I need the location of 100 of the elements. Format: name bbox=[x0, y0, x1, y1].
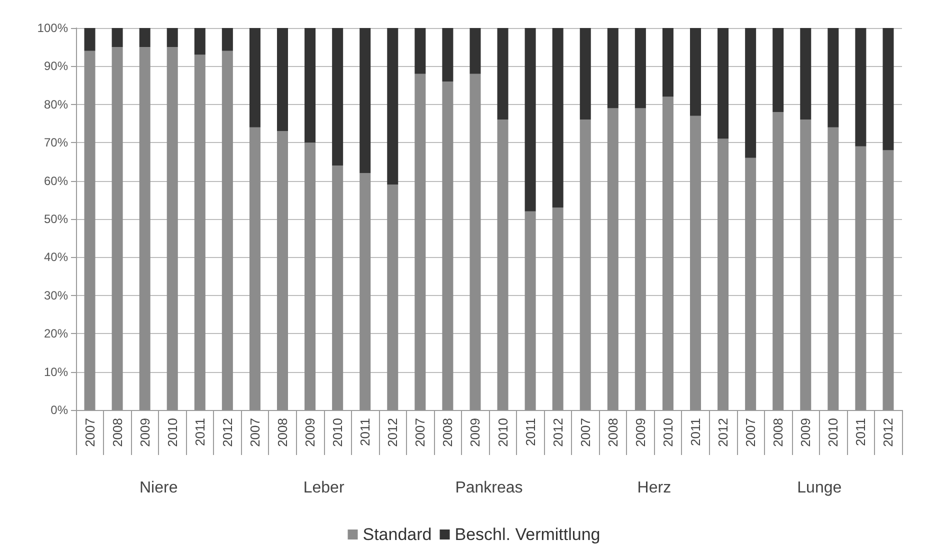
bar bbox=[360, 173, 371, 410]
bar bbox=[634, 108, 646, 410]
bar bbox=[607, 28, 618, 108]
bar bbox=[800, 120, 812, 410]
bar bbox=[249, 28, 260, 128]
x-tick-label: 2007 bbox=[743, 418, 758, 447]
x-tick-label: 2009 bbox=[798, 418, 814, 447]
y-tick-label: 0% bbox=[50, 403, 68, 417]
bar bbox=[84, 28, 96, 51]
bar bbox=[634, 28, 646, 108]
bar bbox=[249, 127, 260, 410]
bar bbox=[414, 74, 426, 410]
legend-label: Standard bbox=[362, 525, 432, 544]
bar bbox=[414, 28, 426, 74]
bar bbox=[524, 28, 536, 212]
bar bbox=[524, 211, 536, 410]
x-tick-label: 2008 bbox=[770, 418, 786, 447]
bar bbox=[304, 142, 316, 410]
x-tick-label: 2012 bbox=[880, 418, 896, 447]
x-tick-label: 2008 bbox=[440, 418, 456, 447]
bar bbox=[828, 28, 839, 128]
text: Leber bbox=[303, 480, 345, 496]
x-tick-label: 2008 bbox=[275, 418, 290, 447]
bar bbox=[470, 28, 481, 74]
text: Niere bbox=[139, 480, 178, 496]
bar bbox=[112, 28, 123, 48]
bar bbox=[772, 28, 784, 112]
bar bbox=[855, 28, 866, 146]
x-tick-label: 2009 bbox=[468, 418, 483, 447]
x-tick-label: 2007 bbox=[412, 418, 428, 447]
x-tick-label: 2010 bbox=[164, 418, 180, 447]
x-tick-label: 2010 bbox=[660, 418, 676, 447]
x-tick-label: 2008 bbox=[110, 418, 125, 447]
bar bbox=[139, 47, 150, 410]
bar bbox=[442, 81, 454, 410]
bar bbox=[332, 166, 344, 410]
y-tick-label: 60% bbox=[44, 174, 68, 188]
bar bbox=[222, 28, 233, 51]
bar bbox=[112, 47, 123, 410]
bar bbox=[497, 28, 508, 120]
x-tick-label: 2008 bbox=[605, 418, 620, 447]
y-tick-label: 80% bbox=[44, 97, 68, 112]
legend-label: Beschl. Vermittlung bbox=[454, 525, 600, 544]
x-tick-label: 2010 bbox=[330, 418, 346, 447]
text: Herz bbox=[637, 480, 672, 496]
bar bbox=[194, 28, 206, 55]
bar bbox=[607, 108, 618, 410]
y-tick-label: 10% bbox=[44, 364, 68, 379]
bar bbox=[166, 28, 178, 48]
bar bbox=[166, 47, 178, 410]
x-tick-label: 2012 bbox=[550, 418, 566, 447]
bar bbox=[772, 112, 784, 410]
bar bbox=[718, 138, 729, 410]
y-tick-label: 50% bbox=[44, 212, 68, 226]
y-tick-label: 40% bbox=[44, 250, 68, 264]
bar bbox=[662, 96, 674, 410]
bar bbox=[662, 28, 674, 97]
x-tick-label: 2011 bbox=[688, 418, 703, 446]
bar bbox=[800, 28, 812, 120]
y-tick-label: 100% bbox=[37, 21, 68, 35]
x-tick-label: 2011 bbox=[522, 418, 538, 446]
bar bbox=[745, 158, 756, 410]
x-tick-label: 2007 bbox=[247, 418, 262, 447]
x-tick-label: 2010 bbox=[826, 418, 841, 447]
x-tick-label: 2012 bbox=[716, 418, 731, 447]
bar bbox=[497, 120, 508, 410]
bar bbox=[552, 208, 564, 410]
x-tick-label: 2011 bbox=[853, 418, 868, 446]
x-tick-label: 2012 bbox=[220, 418, 235, 447]
text: Lunge bbox=[797, 480, 842, 496]
y-tick-label: 90% bbox=[44, 59, 68, 74]
bar bbox=[882, 28, 894, 150]
bar bbox=[580, 120, 591, 410]
bar bbox=[304, 28, 316, 143]
bar bbox=[690, 28, 702, 116]
bar bbox=[828, 127, 839, 410]
bar bbox=[745, 28, 756, 158]
x-tick-label: 2007 bbox=[578, 418, 593, 447]
bar bbox=[718, 28, 729, 139]
y-tick-label: 70% bbox=[44, 136, 68, 150]
bar bbox=[387, 184, 398, 410]
bar bbox=[84, 50, 96, 410]
x-tick-label: 2009 bbox=[302, 418, 318, 447]
x-tick-label: 2009 bbox=[632, 418, 648, 447]
bar bbox=[332, 28, 344, 166]
bar bbox=[387, 28, 398, 185]
x-tick-label: 2012 bbox=[385, 418, 400, 447]
y-tick-label: 30% bbox=[44, 288, 68, 302]
bar bbox=[552, 28, 564, 208]
bar bbox=[276, 28, 288, 132]
x-tick-label: 2011 bbox=[192, 418, 208, 446]
x-tick-label: 2010 bbox=[495, 418, 510, 447]
x-tick-label: 2011 bbox=[358, 418, 373, 446]
bar bbox=[855, 146, 866, 410]
bar bbox=[442, 28, 454, 82]
text: Pankreas bbox=[455, 480, 523, 496]
bar bbox=[276, 131, 288, 410]
x-tick-label: 2007 bbox=[82, 418, 98, 447]
bar bbox=[360, 28, 371, 174]
y-tick-label: 20% bbox=[44, 326, 68, 341]
